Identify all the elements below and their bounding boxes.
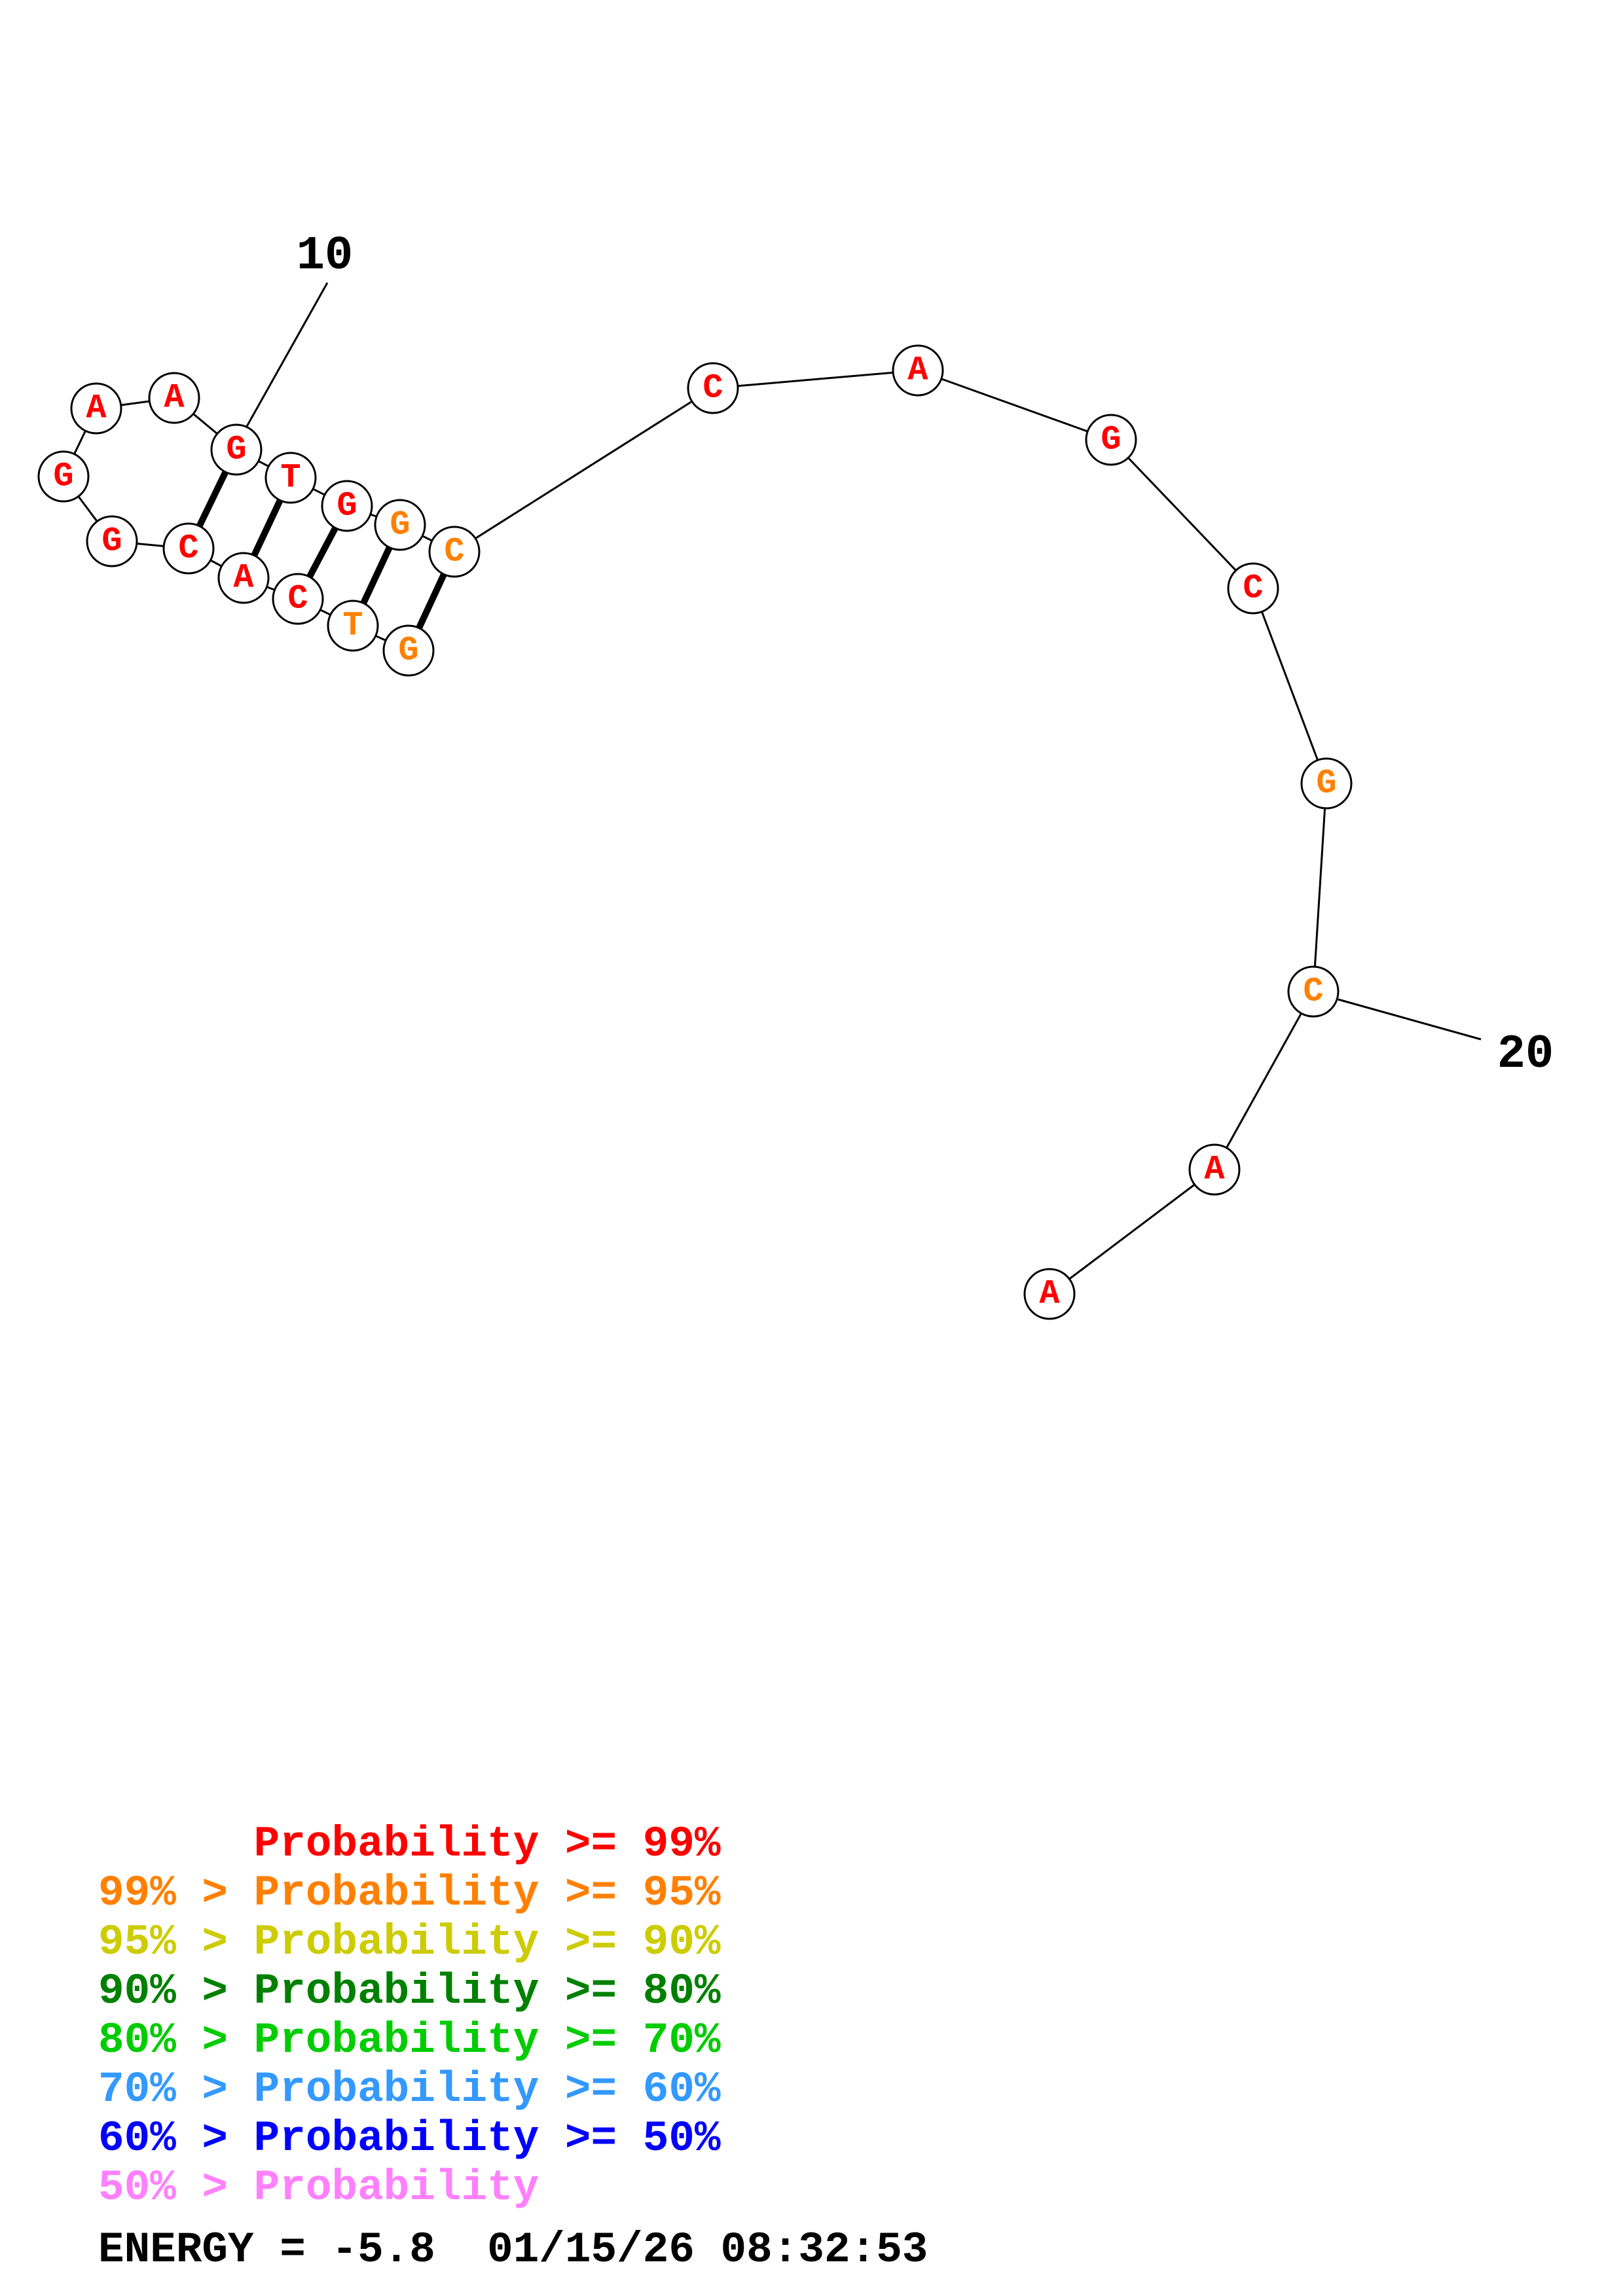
nucleotide-circle [1023, 1268, 1076, 1320]
backbone-segment [1312, 783, 1328, 992]
nucleotide-circle [1085, 414, 1137, 466]
nucleotide-circle [37, 450, 90, 503]
nucleotide-base-letter: C [444, 533, 464, 571]
backbone-segment [1049, 1168, 1215, 1295]
legend-line-p99: Probability >= 99% [98, 1820, 721, 1869]
nucleotide-circle [86, 515, 138, 567]
nucleotide-circle [1227, 562, 1279, 615]
sequence-index-label: 20 [1497, 1028, 1554, 1081]
probability-legend: Probability >= 99% 99% > Probability >= … [98, 1820, 721, 2212]
nucleotide-base-letter: G [226, 431, 246, 469]
nucleotide-circle [210, 423, 263, 476]
backbone-segment [1252, 588, 1328, 784]
energy-line: ENERGY = -5.8 01/15/26 08:32:53 [98, 2225, 928, 2274]
nucleotide-circle [162, 522, 215, 575]
nucleotide-base-letter: G [1101, 421, 1121, 459]
nucleotide-circle [687, 362, 739, 414]
legend-line-plow: 50% > Probability [98, 2163, 539, 2212]
nucleotide-circle [1300, 757, 1353, 810]
nucleotide-base-letter: G [398, 632, 418, 670]
nucleotide-base-letter: G [390, 506, 410, 545]
legend-line-p70: 80% > Probability >= 70% [98, 2016, 721, 2065]
nucleotide-circle [1188, 1143, 1241, 1196]
nucleotide-circle [148, 372, 200, 424]
nucleotide-circle [428, 526, 481, 578]
backbone-segment [1213, 991, 1315, 1170]
nucleotide-base-letter: A [233, 559, 254, 598]
nucleotide-base-letter: C [702, 369, 723, 408]
nucleotide-circle [327, 600, 379, 652]
nucleotide-base-letter: C [178, 529, 198, 568]
nucleotide-base-letter: G [53, 457, 73, 496]
nucleotide-circle [892, 344, 944, 397]
legend-line-p95: 99% > Probability >= 95% [98, 1869, 721, 1918]
nucleotide-base-letter: T [342, 607, 363, 645]
nucleotide-base-letter: T [280, 459, 301, 497]
nucleotide-base-letter: A [907, 351, 928, 390]
nucleotide-circle [217, 552, 270, 604]
nucleotide-circle [272, 573, 324, 625]
backbone-segment [1110, 439, 1254, 590]
legend-line-p80: 90% > Probability >= 80% [98, 1967, 721, 2016]
legend-line-p60: 70% > Probability >= 60% [98, 2065, 721, 2114]
nucleotide-base-letter: G [101, 522, 122, 561]
nucleotide-base-letter: C [287, 580, 308, 619]
nucleotide-base-letter: A [164, 379, 185, 418]
nucleotide-base-letter: A [1039, 1275, 1060, 1314]
legend-line-p90: 95% > Probability >= 90% [98, 1918, 721, 1967]
nucleotide-base-letter: G [1316, 764, 1336, 803]
backbone-segment [454, 387, 714, 553]
nucleotide-base-letter: G [337, 487, 357, 526]
sequence-index-label: 10 [297, 229, 353, 283]
nucleotide-base-letter: A [1204, 1151, 1225, 1189]
nucleotide-circle [70, 382, 122, 435]
backbone-segment [712, 369, 919, 389]
nucleotide-base-letter: C [1303, 973, 1323, 1011]
nucleotide-circle [382, 624, 435, 677]
nucleotide-base-letter: C [1243, 569, 1263, 608]
nucleotide-circle [1287, 965, 1340, 1018]
index-label-leader [1338, 998, 1482, 1041]
backbone-segment [917, 369, 1112, 441]
index-label-leader [244, 282, 329, 429]
legend-line-p50: 60% > Probability >= 50% [98, 2114, 721, 2163]
nucleotide-base-letter: A [86, 389, 107, 428]
nucleotide-circle [264, 452, 317, 504]
nucleotide-circle [374, 499, 426, 551]
nucleotide-circle [321, 480, 373, 532]
